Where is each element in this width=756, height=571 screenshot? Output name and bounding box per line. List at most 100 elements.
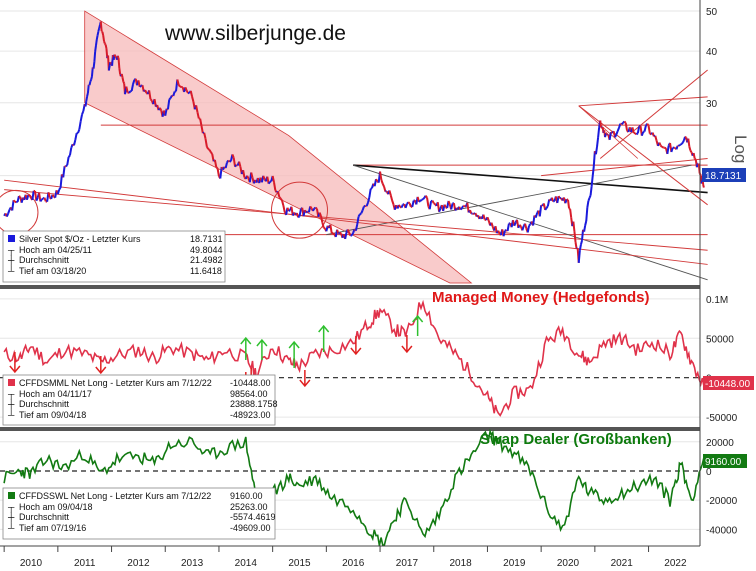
long-red-down-line-2 [4, 189, 708, 251]
silver-price-segment [370, 187, 373, 190]
silver-price-segment [506, 223, 510, 232]
silver-price-segment [469, 209, 473, 215]
silver-price-segment [203, 132, 207, 139]
silver-price-segment [121, 77, 125, 82]
silver-price-segment [273, 182, 277, 191]
silver-price-segment [577, 250, 581, 263]
silver-legend-low-icon: ┴ [7, 265, 15, 276]
silver-price-segment [635, 132, 639, 136]
silver-price-segment [232, 157, 237, 167]
silver-price-segment [207, 148, 211, 151]
silver-price-segment [670, 147, 674, 153]
silver-price-segment [702, 184, 705, 188]
silver-price-segment [659, 144, 663, 148]
silver-price-segment [490, 222, 494, 228]
silver-price-segment [39, 198, 43, 203]
silver-price-segment [281, 200, 285, 206]
silver-price-segment [109, 61, 112, 64]
silver-price-segment [168, 97, 172, 101]
x-axis-tick-label: 2013 [181, 558, 204, 569]
silver-price-segment [11, 200, 15, 211]
silver-price-segment [695, 163, 699, 168]
silver-price-segment [95, 35, 99, 40]
silver-price-segment [557, 195, 561, 199]
long-red-down-line-1 [4, 179, 708, 265]
x-axis-tick-label: 2021 [611, 558, 634, 569]
silver-price-segment [122, 81, 126, 84]
arrow-head [412, 314, 424, 323]
down-arrow-icon [299, 370, 311, 388]
silver-price-segment [74, 133, 78, 141]
silver-price-segment [647, 125, 651, 134]
silver-price-segment [567, 199, 571, 209]
silver-price-segment [288, 209, 291, 212]
silver-price-segment [215, 166, 219, 170]
silver-price-segment [578, 244, 582, 251]
swap-dealer-last-text: 9160.00 [705, 457, 742, 468]
silver-price-segment [66, 156, 70, 166]
silver-price-segment [86, 92, 89, 97]
silver-price-segment [320, 215, 324, 223]
down-arrow-icon [350, 336, 362, 356]
silver-price-segment [643, 125, 647, 132]
silver-price-segment [694, 157, 697, 161]
silver-price-segment [59, 174, 63, 189]
silver-price-segment [684, 135, 687, 139]
silver-price-segment [185, 90, 189, 94]
log-axis-label: Log [731, 135, 750, 163]
silver-downtrend-channel [84, 10, 473, 284]
silver-price-segment [689, 150, 693, 153]
silver-price-segment [339, 231, 342, 235]
silver-price-segment [164, 108, 168, 116]
silver-price-segment [687, 138, 691, 147]
silver-price-segment [97, 27, 101, 32]
silver-price-segment [84, 100, 88, 107]
managed-money-legend-high-icon: ┬ [7, 389, 15, 400]
silver-price-segment [176, 79, 180, 86]
arrow-head [318, 324, 330, 333]
silver-price-segment [321, 222, 325, 229]
silver-price-segment [177, 84, 181, 88]
silver-price-segment [282, 205, 286, 213]
silver-price-segment [41, 197, 44, 201]
silver-price-segment [408, 202, 412, 208]
arrow-head [9, 365, 21, 374]
silver-price-segment [125, 86, 129, 93]
silver-price-segment [269, 180, 272, 183]
silver-price-segment [680, 142, 683, 146]
managed-money-legend-low-label: Tief am 09/04/18 [19, 410, 86, 420]
silver-price-segment [117, 57, 121, 69]
silver-price-segment [224, 162, 228, 169]
arrow-head [299, 379, 311, 388]
silver-price-segment [79, 114, 83, 122]
silver-price-segment [191, 96, 195, 103]
silver-price-segment [132, 79, 136, 85]
low-circle-2015 [271, 181, 328, 239]
managed-money-legend-avg-label: Durchschnitt [19, 399, 70, 409]
arrow-head [350, 347, 362, 356]
x-axis-tick-label: 2022 [664, 558, 687, 569]
silver-price-segment [552, 199, 556, 203]
silver-price-segment [137, 80, 141, 88]
swap-dealer-title: Swap Dealer (Großbanken) [480, 431, 672, 448]
silver-axis-tick-label: 50 [706, 7, 718, 18]
silver-price-segment [675, 145, 679, 150]
managed-money-legend-frame [2, 374, 276, 426]
x-axis-tick-label: 2012 [127, 558, 150, 569]
managed-money-title: Managed Money (Hedgefonds) [432, 289, 650, 306]
silver-price-segment [184, 86, 188, 92]
silver-price-segment [158, 107, 163, 111]
silver-price-segment [210, 151, 214, 155]
silver-price-segment [418, 200, 421, 203]
silver-price-segment [616, 127, 620, 132]
silver-price-segment [428, 201, 433, 210]
silver-price-segment [309, 205, 313, 210]
swap-dealer-legend-last: 9160.00 [230, 491, 263, 501]
silver-axis-tick-label: 30 [706, 99, 718, 110]
silver-price-segment [211, 153, 215, 162]
silver-price-segment [312, 207, 316, 212]
silver-price-segment [139, 85, 142, 88]
silver-price-segment [461, 205, 465, 209]
x-axis-tick-label: 2016 [342, 558, 365, 569]
silver-price-segment [404, 203, 408, 209]
